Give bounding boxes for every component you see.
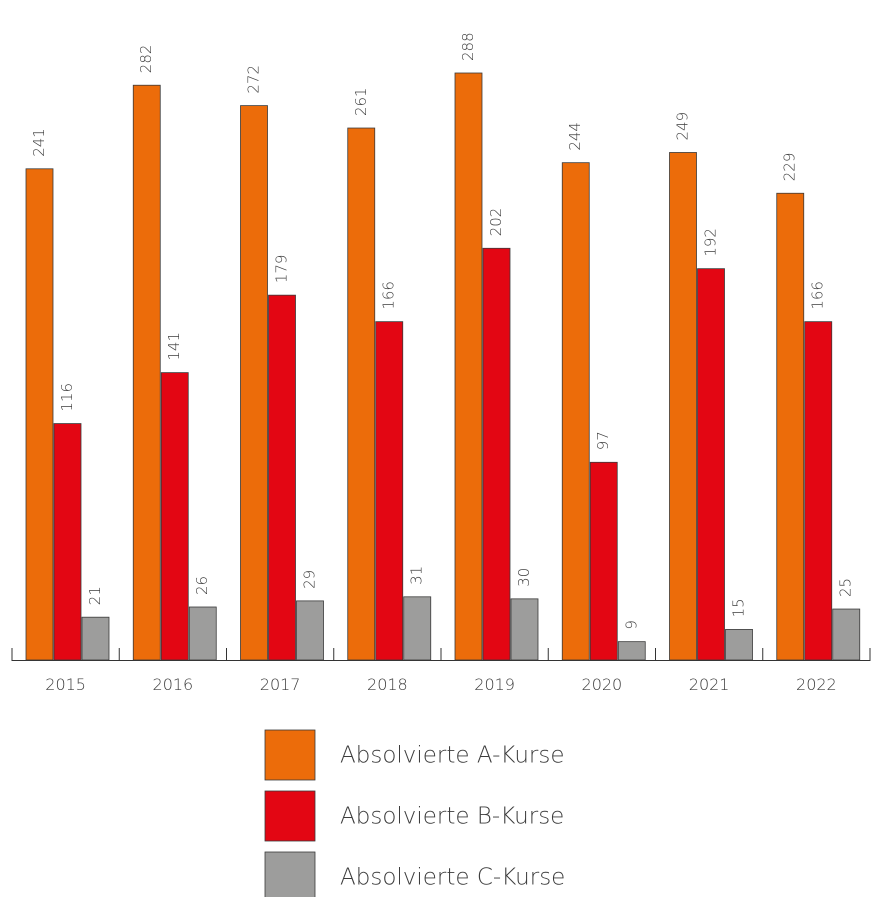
value-label: 192: [702, 228, 720, 257]
value-label: 229: [781, 153, 799, 182]
value-label: 202: [487, 208, 505, 237]
value-label: 166: [380, 281, 398, 310]
legend-swatch: [264, 851, 316, 897]
bar: [669, 152, 697, 661]
bar: [375, 321, 404, 661]
bar: [81, 616, 110, 661]
bar: [53, 423, 82, 661]
legend-swatch: [264, 790, 316, 842]
x-tick-label: 2021: [689, 675, 730, 694]
legend-swatch: [264, 729, 316, 781]
bar: [510, 598, 539, 661]
bar: [589, 461, 618, 661]
legend-label: Absolvierte C-Kurse: [340, 865, 565, 891]
bar: [561, 162, 590, 661]
bar: [25, 168, 54, 661]
x-tick-label: 2019: [474, 675, 515, 694]
bar: [482, 247, 511, 661]
value-label: 261: [352, 87, 370, 116]
bar: [268, 294, 296, 661]
bar: [617, 641, 646, 661]
bar: [132, 84, 161, 661]
bar: [403, 596, 432, 661]
value-label: 166: [809, 281, 827, 310]
bar: [296, 600, 324, 661]
x-tick-label: 2016: [153, 675, 194, 694]
bar: [832, 608, 861, 661]
bar: [725, 629, 753, 661]
x-tick-label: 2017: [260, 675, 301, 694]
bar: [347, 127, 376, 661]
value-label: 30: [515, 568, 533, 587]
bar: [188, 606, 217, 661]
value-label: 282: [137, 45, 155, 74]
value-label: 31: [408, 566, 426, 585]
value-label: 249: [674, 112, 692, 141]
x-tick-label: 2015: [45, 675, 86, 694]
value-label: 116: [58, 383, 76, 412]
legend-label: Absolvierte A-Kurse: [340, 743, 565, 769]
value-label: 288: [459, 32, 477, 61]
legend-label: Absolvierte B-Kurse: [340, 804, 564, 830]
value-label: 179: [273, 255, 291, 284]
value-label: 97: [594, 431, 612, 450]
bar: [776, 192, 805, 661]
value-label: 25: [837, 578, 855, 597]
bar: [160, 372, 189, 661]
value-label: 244: [566, 122, 584, 151]
value-label: 15: [730, 598, 748, 617]
bar: [240, 105, 268, 661]
value-label: 241: [30, 128, 48, 157]
x-tick-label: 2018: [367, 675, 408, 694]
bar: [454, 72, 483, 661]
value-label: 21: [86, 586, 104, 605]
value-label: 29: [301, 570, 319, 589]
value-label: 141: [165, 332, 183, 361]
x-tick-label: 2022: [796, 675, 837, 694]
bar: [697, 268, 725, 661]
bar: [804, 321, 833, 661]
value-label: 9: [622, 620, 640, 630]
x-tick-label: 2020: [582, 675, 623, 694]
value-label: 26: [193, 576, 211, 595]
value-label: 272: [245, 65, 263, 94]
